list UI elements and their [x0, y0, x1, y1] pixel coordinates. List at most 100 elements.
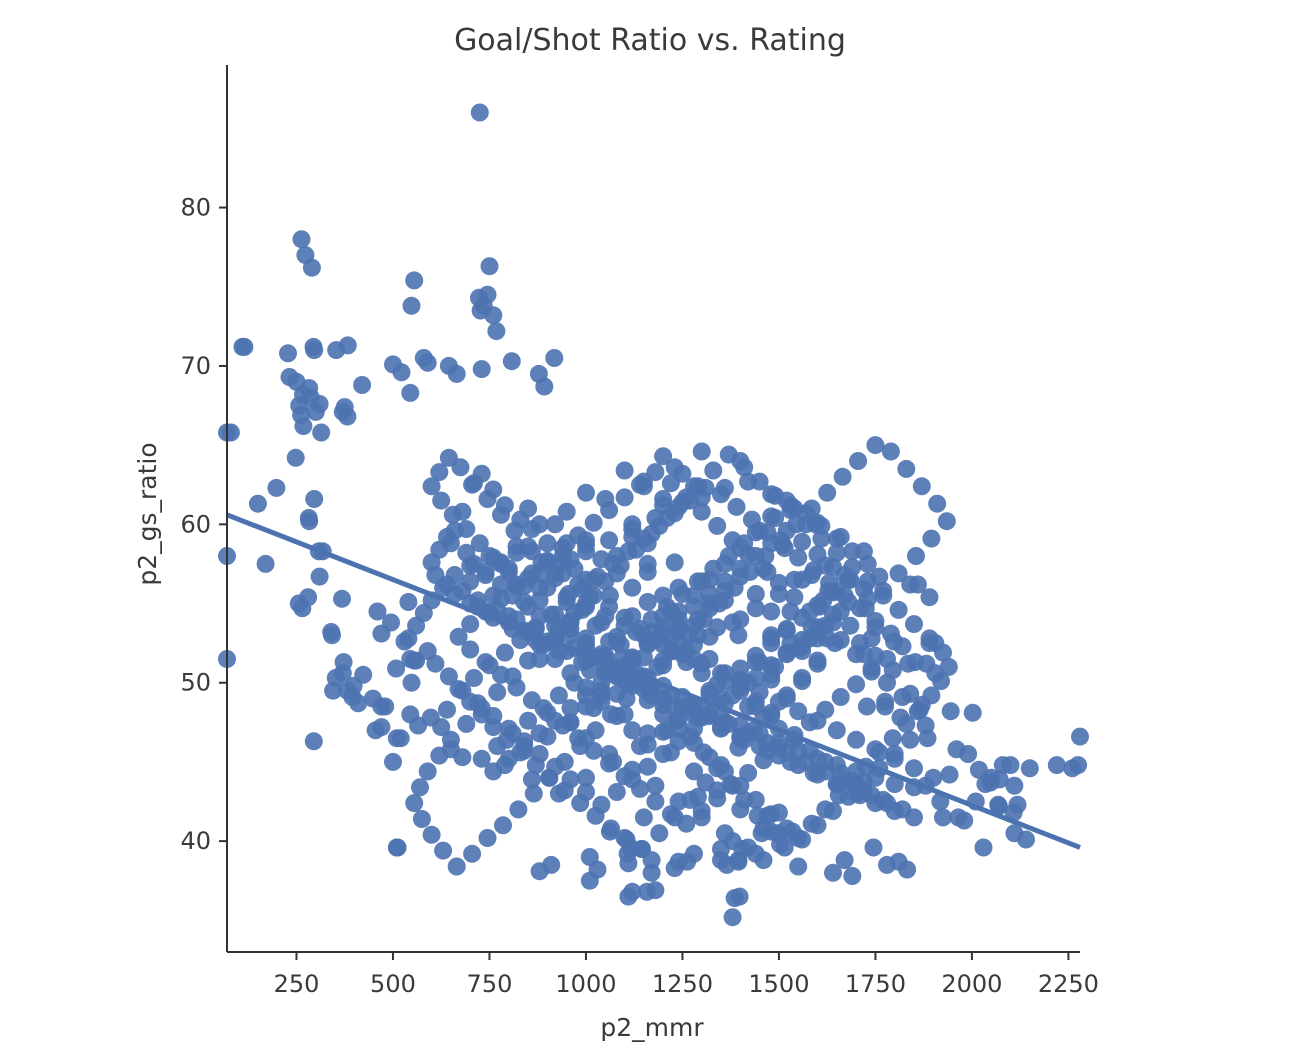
data-point: [279, 344, 297, 363]
data-point: [731, 678, 750, 697]
data-point: [646, 881, 665, 900]
data-point: [731, 610, 750, 629]
data-point: [542, 605, 561, 624]
data-point: [561, 770, 580, 789]
data-point: [692, 664, 711, 683]
data-point: [289, 594, 308, 613]
x-axis-label: p2_mmr: [600, 1013, 704, 1042]
data-point: [746, 585, 765, 603]
data-point: [797, 504, 815, 523]
data-point: [646, 776, 665, 795]
data-point: [577, 697, 595, 716]
data-point: [715, 664, 734, 683]
data-point: [530, 862, 549, 881]
data-point: [488, 683, 507, 702]
data-point: [530, 745, 549, 763]
data-point: [607, 627, 626, 646]
x-tick-label: 1500: [748, 970, 809, 998]
data-point: [727, 497, 746, 516]
data-point: [439, 448, 458, 467]
data-point: [615, 608, 634, 627]
data-point: [723, 776, 742, 795]
data-point: [1047, 756, 1066, 775]
data-point: [793, 830, 812, 849]
data-point: [557, 502, 576, 521]
data-point: [634, 808, 653, 827]
data-point: [661, 743, 680, 762]
data-point: [499, 749, 518, 768]
data-point: [338, 407, 357, 426]
data-point: [746, 669, 765, 687]
data-point: [777, 643, 796, 662]
data-point: [465, 669, 483, 687]
data-point: [712, 840, 730, 858]
data-point: [484, 707, 503, 725]
data-point: [494, 816, 512, 835]
data-point: [916, 716, 935, 735]
data-point: [461, 615, 480, 634]
data-point: [638, 634, 657, 653]
data-point: [804, 764, 823, 782]
data-point: [866, 436, 885, 455]
data-point: [470, 534, 489, 553]
data-point: [685, 697, 703, 716]
data-point: [480, 656, 499, 675]
data-point: [677, 814, 696, 833]
data-point: [402, 296, 421, 315]
data-point: [824, 863, 842, 882]
data-point: [746, 697, 765, 716]
data-point: [827, 721, 846, 740]
data-point: [843, 867, 862, 885]
data-point: [642, 863, 661, 882]
data-point: [731, 539, 750, 558]
y-tick-label: 70: [180, 352, 211, 380]
data-point: [905, 615, 923, 634]
data-point: [638, 593, 657, 611]
data-point: [522, 564, 541, 583]
data-point: [487, 322, 506, 341]
data-point: [812, 516, 831, 535]
data-point: [762, 507, 781, 526]
y-tick-label: 80: [180, 194, 211, 222]
data-point: [623, 528, 642, 546]
data-point: [878, 673, 896, 692]
data-point: [715, 554, 734, 573]
data-point: [700, 681, 719, 700]
data-point: [889, 564, 908, 583]
data-point: [762, 534, 781, 553]
data-point: [623, 721, 642, 740]
data-point: [457, 714, 476, 733]
data-point: [712, 485, 730, 504]
data-point: [401, 383, 420, 402]
data-point: [824, 583, 842, 602]
data-point: [876, 697, 895, 716]
data-point: [453, 681, 472, 700]
data-point: [399, 629, 418, 648]
data-point: [835, 851, 854, 870]
data-point: [519, 711, 538, 730]
data-point: [665, 458, 684, 477]
data-point: [577, 483, 595, 502]
data-point: [376, 697, 395, 716]
data-point: [638, 691, 657, 710]
data-point: [432, 491, 451, 510]
data-point: [908, 575, 927, 594]
data-point: [719, 445, 738, 464]
points-layer: [218, 103, 1089, 927]
data-point: [412, 810, 431, 828]
data-point: [824, 605, 842, 624]
data-point: [746, 599, 765, 618]
data-point: [934, 643, 952, 662]
data-point: [584, 513, 603, 532]
data-point: [746, 646, 765, 665]
data-point: [478, 490, 497, 508]
data-point: [1004, 803, 1023, 822]
data-point: [623, 676, 642, 695]
data-point: [878, 855, 896, 874]
data-point: [617, 830, 636, 849]
data-point: [681, 491, 700, 510]
data-point: [897, 714, 916, 733]
data-point: [306, 402, 325, 421]
data-point: [438, 700, 456, 719]
data-point: [889, 600, 908, 619]
